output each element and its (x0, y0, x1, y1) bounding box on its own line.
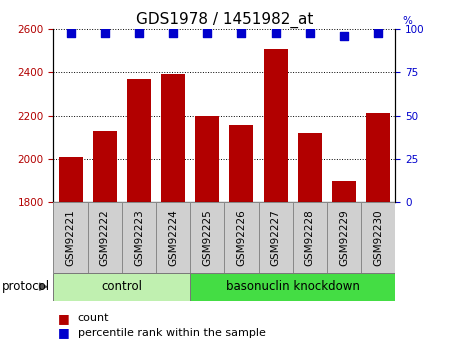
Text: GSM92230: GSM92230 (373, 209, 383, 266)
Text: GSM92229: GSM92229 (339, 209, 349, 266)
Text: GSM92228: GSM92228 (305, 209, 315, 266)
Point (135, 30, 143, 36)
Point (169, 30, 177, 36)
Title: GDS1978 / 1451982_at: GDS1978 / 1451982_at (136, 12, 313, 28)
Text: GSM92227: GSM92227 (271, 209, 281, 266)
Text: GSM92222: GSM92222 (100, 209, 110, 266)
Bar (190, 273, 395, 301)
Point (340, 33, 348, 39)
Bar (298, 133, 322, 345)
Point (272, 30, 279, 36)
Point (67, 30, 74, 36)
Text: percentile rank within the sample: percentile rank within the sample (78, 328, 266, 338)
Point (238, 30, 245, 36)
Bar (264, 49, 287, 345)
Bar (59, 157, 82, 345)
Bar (93, 131, 117, 345)
Bar (161, 73, 185, 345)
Point (374, 30, 382, 36)
Text: GSM92221: GSM92221 (66, 209, 76, 266)
Bar (259, 202, 293, 273)
Text: protocol: protocol (2, 280, 50, 293)
Bar (53, 273, 190, 301)
Bar (224, 202, 259, 273)
Text: GSM92226: GSM92226 (236, 209, 246, 266)
Bar (127, 79, 151, 345)
Text: GSM92224: GSM92224 (168, 209, 178, 266)
Bar (327, 202, 361, 273)
Text: ■: ■ (58, 312, 70, 325)
Bar (293, 202, 327, 273)
Bar (366, 114, 390, 345)
Point (204, 30, 211, 36)
Bar (361, 202, 395, 273)
Bar (230, 125, 253, 345)
Text: GSM92223: GSM92223 (134, 209, 144, 266)
Bar (87, 202, 122, 273)
Bar (156, 202, 190, 273)
Point (306, 30, 313, 36)
Bar (53, 202, 87, 273)
Text: ■: ■ (58, 326, 70, 339)
Bar (332, 181, 356, 345)
Text: GSM92225: GSM92225 (202, 209, 213, 266)
Text: basonuclin knockdown: basonuclin knockdown (226, 280, 359, 293)
Bar (190, 202, 224, 273)
Bar (195, 116, 219, 345)
Bar (122, 202, 156, 273)
Point (101, 30, 108, 36)
Text: control: control (101, 280, 142, 293)
Text: count: count (78, 313, 109, 323)
Text: %: % (402, 16, 412, 26)
